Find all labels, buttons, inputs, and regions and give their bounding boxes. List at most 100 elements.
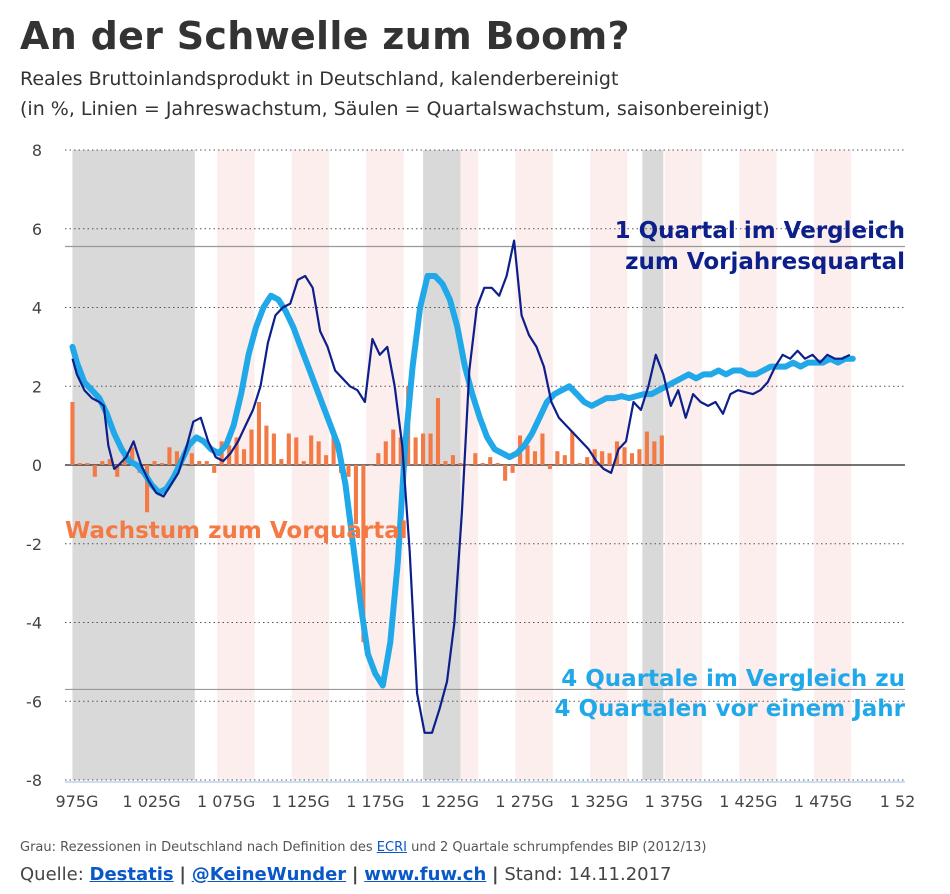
bar	[264, 425, 269, 465]
bar	[159, 463, 165, 465]
bar	[294, 437, 299, 465]
footnote: Grau: Rezessionen in Deutschland nach De…	[20, 840, 706, 855]
x-tick-label: 1 125G	[272, 792, 330, 811]
x-tick-label: 1 475G	[794, 792, 852, 811]
bar	[167, 447, 172, 465]
bar	[570, 431, 575, 465]
bar	[368, 465, 373, 466]
bar	[182, 465, 187, 466]
y-tick-label: 4	[32, 299, 42, 318]
bar	[189, 453, 194, 465]
y-tick-label: 0	[32, 456, 42, 475]
bar	[197, 461, 202, 465]
subtitle-line-1: Reales Bruttoinlandsprodukt in Deutschla…	[20, 68, 619, 90]
keinewunder-link[interactable]: @KeineWunder	[191, 864, 347, 885]
bar	[324, 455, 329, 465]
annotation-four-quarter-2: 4 Quartalen vor einem Jahr	[554, 696, 905, 722]
bar	[659, 435, 664, 465]
bar	[241, 449, 247, 465]
bar	[107, 459, 112, 465]
annotation-four-quarter-1: 4 Quartale im Vergleich zu	[561, 666, 905, 692]
source-label: Quelle:	[20, 864, 84, 885]
bar	[316, 441, 321, 465]
bar	[301, 461, 306, 465]
bar	[532, 451, 538, 465]
bar	[413, 437, 418, 465]
bar	[279, 459, 284, 465]
footnote-prefix: Grau: Rezessionen in Deutschland nach De…	[20, 840, 373, 855]
y-tick-label: -6	[26, 692, 42, 711]
annotation-quarter-yoy-1: 1 Quartal im Vergleich	[615, 218, 905, 244]
y-tick-label: -4	[26, 614, 42, 633]
gdp-chart: -8 -6 -4 -2 0 2 4 6 8 975G 1 025G 1 075G 1 125G 1 175…	[26, 141, 915, 811]
bar	[458, 463, 463, 465]
bar	[465, 465, 470, 466]
x-tick-label: 1 175G	[346, 792, 404, 811]
ecri-link[interactable]: ECRI	[376, 840, 407, 855]
bar	[450, 455, 455, 465]
bar	[383, 441, 388, 465]
y-tick-label: 6	[32, 220, 42, 239]
bar	[286, 433, 291, 465]
stand-date: Stand: 14.11.2017	[504, 864, 672, 885]
y-tick-label: -8	[26, 771, 42, 790]
bar	[510, 465, 515, 473]
x-tick-label: 1 375G	[645, 792, 703, 811]
bar	[331, 431, 336, 465]
bar	[145, 465, 150, 513]
bar	[152, 461, 157, 465]
x-tick-label: 1 325G	[570, 792, 628, 811]
x-tick-label: 1 275G	[495, 792, 553, 811]
bar	[577, 463, 582, 465]
annotation-bars: Wachstum zum Vorquartal	[65, 518, 408, 544]
bar	[622, 447, 627, 465]
separator: |	[351, 864, 359, 885]
bar	[398, 437, 403, 465]
bar	[174, 451, 179, 465]
bar	[525, 445, 530, 465]
y-tick-label: -2	[26, 535, 42, 554]
destatis-link[interactable]: Destatis	[89, 864, 174, 885]
bar	[115, 465, 120, 477]
page-title: An der Schwelle zum Boom?	[20, 14, 630, 58]
bar	[92, 465, 97, 477]
separator: |	[492, 864, 499, 885]
bar	[473, 453, 478, 465]
x-tick-label: 1 225G	[421, 792, 479, 811]
bar	[212, 465, 217, 473]
bar	[435, 398, 441, 465]
bar	[629, 453, 635, 465]
bar	[421, 433, 426, 465]
bar	[249, 429, 254, 465]
bar	[443, 461, 448, 465]
bar	[85, 463, 90, 465]
bar	[488, 457, 493, 465]
y-tick-label: 2	[32, 377, 42, 396]
bar	[130, 447, 135, 465]
subtitle-line-2: (in %, Linien = Jahreswachstum, Säulen =…	[20, 98, 770, 120]
separator: |	[179, 864, 186, 885]
bar	[353, 465, 358, 525]
bar	[547, 465, 552, 469]
bar	[480, 463, 485, 465]
y-tick-label: 8	[32, 141, 42, 160]
bar	[562, 455, 567, 465]
bar	[555, 451, 560, 465]
bar	[204, 461, 209, 465]
bar	[540, 433, 545, 465]
bar	[309, 435, 314, 465]
bar	[256, 402, 262, 465]
bar	[234, 437, 239, 465]
bar	[271, 433, 276, 465]
x-tick-label: 975G	[55, 792, 98, 811]
bar	[495, 463, 500, 465]
series-line-four-quarter	[69, 273, 856, 689]
bar	[600, 451, 605, 465]
x-tick-label: 1 425G	[719, 792, 777, 811]
bar	[346, 465, 351, 477]
fuw-link[interactable]: www.fuw.ch	[364, 864, 487, 885]
x-tick-label: 1 025G	[122, 792, 180, 811]
bar	[607, 453, 612, 465]
bar	[391, 429, 396, 465]
footnote-suffix: und 2 Quartale schrumpfendes BIP (2012/1…	[411, 840, 707, 855]
